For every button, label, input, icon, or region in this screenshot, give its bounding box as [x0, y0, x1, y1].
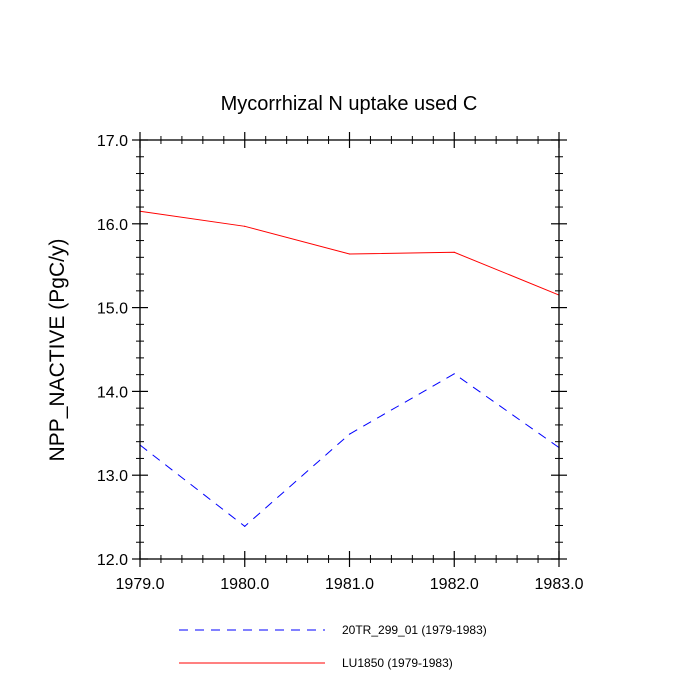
y-tick-label: 15.0 [97, 301, 128, 318]
series-2-point [244, 225, 246, 227]
series-2-point [348, 253, 351, 255]
axis-ticks: 1979.0 1980.0 1981.0 1982.0 1983.0 12.0 13.0 14… [97, 132, 584, 593]
y-tick-label: 14.0 [97, 384, 128, 401]
series-1-point [244, 525, 246, 527]
series-1-point [453, 373, 455, 375]
x-tick-label: 1982.0 [430, 576, 479, 593]
series-2-point [453, 251, 455, 253]
legend-label-1: 20TR_299_01 (1979-1983) [342, 623, 487, 637]
x-tick-label: 1980.0 [220, 576, 269, 593]
y-tick-label: 12.0 [97, 552, 128, 569]
y-axis-label: NPP_NACTIVE (PgC/y) [46, 239, 69, 462]
series-1-point [348, 433, 351, 435]
y-tick-label: 13.0 [97, 468, 128, 485]
x-tick-label: 1979.0 [116, 576, 165, 593]
legend-label-2: LU1850 (1979-1983) [342, 656, 453, 670]
legend: 20TR_299_01 (1979-1983) LU1850 (1979-1983… [179, 623, 487, 670]
x-tick-label: 1981.0 [325, 576, 374, 593]
y-tick-label: 16.0 [97, 217, 128, 234]
x-tick-label: 1983.0 [535, 576, 584, 593]
y-tick-label: 17.0 [97, 133, 128, 150]
chart-title: Mycorrhizal N uptake used C [221, 93, 478, 115]
plot-frame [139, 139, 560, 560]
series-line-2 [139, 210, 560, 296]
series-line-1 [139, 373, 560, 527]
series-lines [139, 210, 560, 527]
